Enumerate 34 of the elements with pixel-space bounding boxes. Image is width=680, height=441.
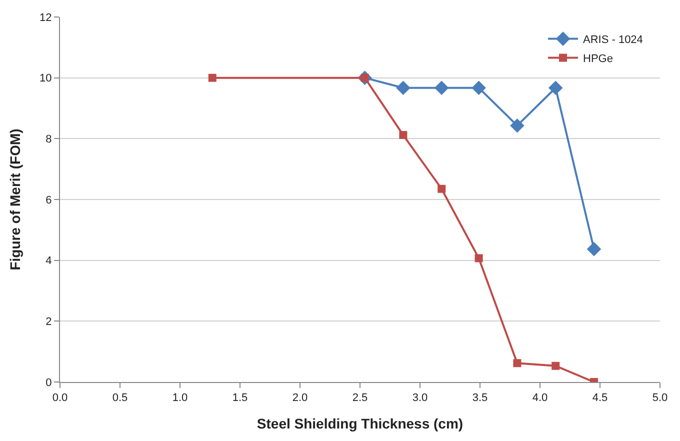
x-axis-title: Steel Shielding Thickness (cm) bbox=[256, 416, 464, 432]
point bbox=[510, 118, 524, 133]
point bbox=[434, 80, 449, 96]
y-axis-title: Figure of Merit (FOM) bbox=[7, 128, 24, 270]
x-tick-label: 3.0 bbox=[412, 392, 428, 404]
point bbox=[438, 184, 446, 193]
y-tick-label: 4 bbox=[46, 255, 52, 268]
y-tick-label: 8 bbox=[46, 134, 52, 146]
x-tick-label: 5.0 bbox=[652, 392, 668, 404]
y-tick-label: 6 bbox=[46, 194, 52, 206]
legend-label: HPGe bbox=[583, 53, 613, 66]
y-tick-label: 12 bbox=[40, 12, 52, 24]
x-tick-label: 4.0 bbox=[532, 392, 548, 404]
point bbox=[472, 80, 486, 96]
y-tick-label: 0 bbox=[46, 376, 52, 389]
point bbox=[474, 254, 483, 262]
x-tick-label: 1.5 bbox=[232, 392, 248, 404]
x-tick-label: 2.0 bbox=[292, 392, 308, 404]
point bbox=[513, 359, 522, 368]
legend-label: ARIS - 1024 bbox=[583, 34, 643, 46]
point bbox=[208, 74, 216, 82]
point bbox=[586, 242, 602, 256]
x-tick-label: 2.5 bbox=[352, 392, 368, 404]
point bbox=[548, 80, 563, 96]
point bbox=[399, 131, 408, 140]
y-tick-label: 2 bbox=[46, 316, 52, 328]
x-tick-label: 1.0 bbox=[172, 392, 188, 404]
x-tick-label: 4.5 bbox=[592, 392, 608, 404]
x-tick-label: 0.0 bbox=[52, 392, 68, 404]
point bbox=[396, 80, 410, 96]
y-tick-label: 10 bbox=[40, 72, 52, 85]
point bbox=[552, 362, 560, 370]
x-tick-label: 3.5 bbox=[472, 392, 488, 404]
x-tick-label: 0.5 bbox=[112, 392, 128, 404]
